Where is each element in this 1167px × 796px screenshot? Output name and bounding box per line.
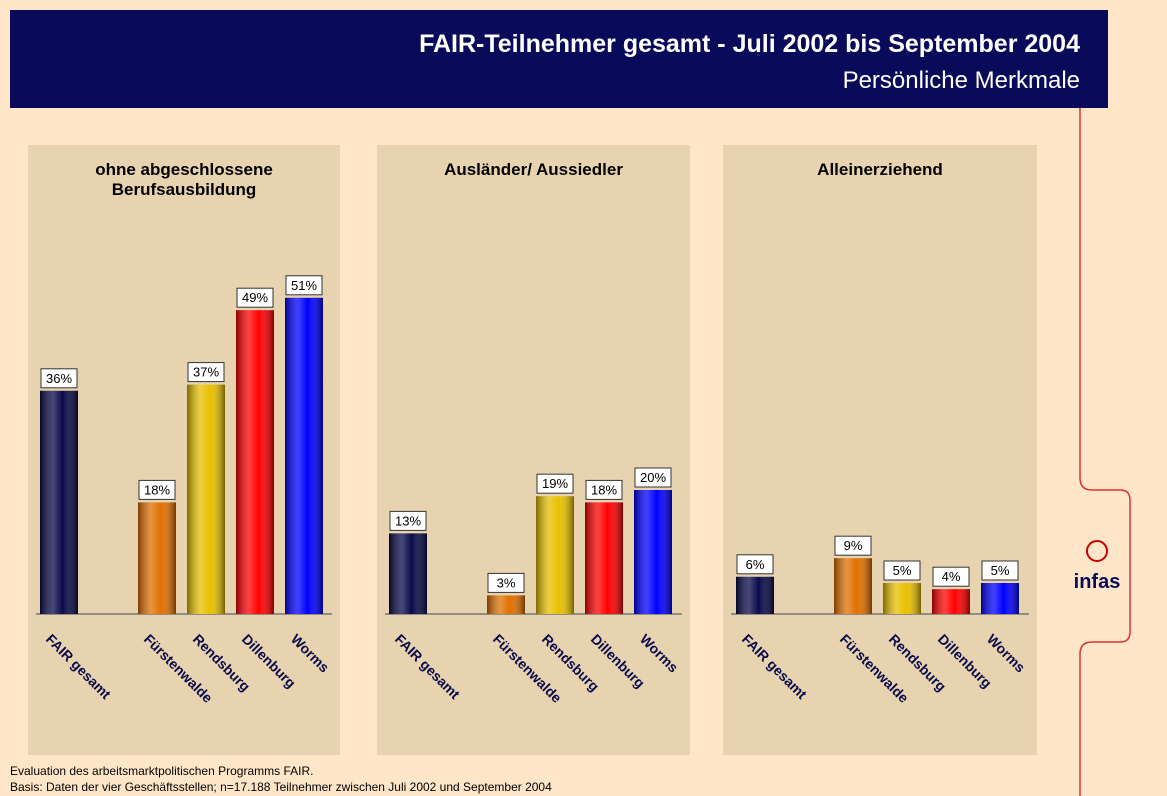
tab-outline [1079,108,1131,796]
value-label: 18% [591,482,617,497]
header-bar [10,10,1108,108]
bar-shade [40,390,78,614]
panel [377,145,690,755]
value-label-box [536,473,574,494]
bar-shade [389,533,427,614]
value-label-box [883,560,921,581]
value-label: 6% [746,557,765,572]
footer-line: Basis: Daten der vier Geschäftsstellen; … [10,780,552,794]
value-label: 51% [291,278,317,293]
value-label: 13% [395,513,421,528]
bar-shade [487,595,525,614]
logo-text: infas [1074,571,1121,593]
header-subtitle: Persönliche Merkmale [843,67,1080,94]
value-label: 5% [893,563,912,578]
bar-shade [187,384,225,614]
bar-shade [834,558,872,614]
bar-shade [932,589,970,614]
value-label: 20% [640,470,666,485]
bar-shade [536,496,574,614]
value-label-box [981,560,1019,581]
panel-title: Alleinerziehend [817,160,943,179]
value-label: 37% [193,365,219,380]
value-label: 4% [942,569,961,584]
value-label-box [932,566,970,587]
bar-shade [736,576,774,614]
value-label-box [487,572,525,593]
value-label-box [40,368,78,389]
value-label: 18% [144,482,170,497]
panel-title: Ausländer/ Aussiedler [444,160,623,179]
value-label: 19% [542,476,568,491]
value-label-box [389,510,427,531]
value-label-box [634,467,672,488]
value-label-box [138,479,176,500]
value-label: 9% [844,538,863,553]
panel-title: ohne abgeschlossene Berufsausbildung [95,160,273,199]
bar-shade [634,490,672,614]
value-label-box [187,362,225,383]
value-label: 36% [46,371,72,386]
logo-icon [1086,540,1108,562]
header-title: FAIR-Teilnehmer gesamt - Juli 2002 bis S… [419,30,1080,58]
value-label-box [285,275,323,296]
footer-line: Evaluation des arbeitsmarktpolitischen P… [10,764,314,778]
value-label: 49% [242,290,268,305]
bar-shade [285,297,323,614]
bar-shade [236,310,274,614]
value-label-box [585,479,623,500]
bar-shade [585,502,623,614]
bar-shade [138,502,176,614]
bar-shade [883,583,921,614]
value-label-box [236,287,274,308]
value-label-box [736,554,774,575]
bar-shade [981,583,1019,614]
value-label-box [834,535,872,556]
panel [723,145,1037,755]
value-label: 3% [497,575,516,590]
value-label: 5% [991,563,1010,578]
